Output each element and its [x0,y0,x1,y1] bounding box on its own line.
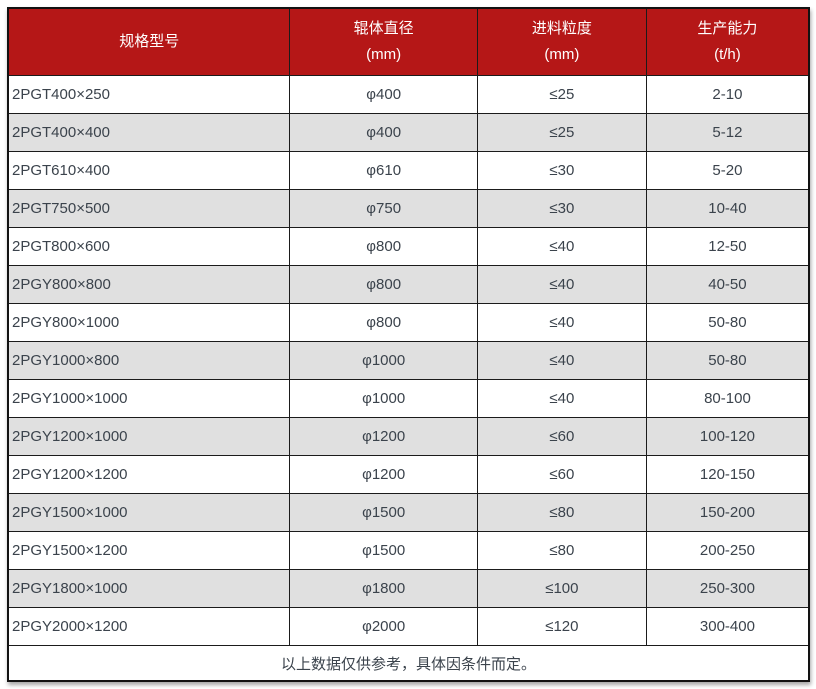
model-cell: 2PGY800×1000 [7,303,291,342]
capacity-cell: 120-150 [645,455,810,494]
column-header-feed-size-label: 进料粒度 [531,20,592,37]
feed-size-cell: ≤120 [476,607,647,646]
roller-diameter-cell: φ1000 [289,379,478,418]
spec-table: 规格型号 辊体直径 (mm) 进料粒度 (mm) 生产能力 (t/h) 2PGT… [7,7,810,682]
feed-size-cell: ≤40 [476,227,647,266]
capacity-cell: 12-50 [645,227,810,266]
model-cell: 2PGY800×800 [7,265,291,304]
column-header-roller-diameter: 辊体直径 (mm) [289,7,478,76]
capacity-cell: 50-80 [645,303,810,342]
table-row: 2PGT610×400 φ610 ≤30 5-20 [7,151,810,190]
spec-table-foot: 以上数据仅供参考，具体因条件而定。 [7,645,810,682]
spec-table-body: 2PGT400×250 φ400 ≤25 2-10 2PGT400×400 φ400 ≤25… [7,75,810,646]
model-cell: 2PGY1200×1000 [7,417,291,456]
capacity-cell: 5-12 [645,113,810,152]
capacity-cell: 250-300 [645,569,810,608]
roller-diameter-cell: φ1500 [289,493,478,532]
feed-size-cell: ≤40 [476,265,647,304]
column-header-roller-diameter-label: 辊体直径 [353,20,414,37]
column-header-capacity-label: 生产能力 [697,20,758,37]
capacity-cell: 300-400 [645,607,810,646]
feed-size-cell: ≤30 [476,189,647,228]
column-header-model-label: 规格型号 [119,33,180,50]
roller-diameter-cell: φ400 [289,113,478,152]
model-cell: 2PGT800×600 [7,227,291,266]
feed-size-cell: ≤60 [476,455,647,494]
model-cell: 2PGT400×250 [7,75,291,114]
capacity-cell: 40-50 [645,265,810,304]
table-row: 2PGY800×1000 φ800 ≤40 50-80 [7,303,810,342]
table-row: 2PGT750×500 φ750 ≤30 10-40 [7,189,810,228]
model-cell: 2PGT400×400 [7,113,291,152]
table-row: 2PGY1000×1000 φ1000 ≤40 80-100 [7,379,810,418]
roller-diameter-cell: φ800 [289,227,478,266]
capacity-cell: 200-250 [645,531,810,570]
roller-diameter-cell: φ610 [289,151,478,190]
roller-diameter-cell: φ400 [289,75,478,114]
feed-size-cell: ≤25 [476,75,647,114]
roller-diameter-cell: φ1000 [289,341,478,380]
table-row: 2PGY1200×1000 φ1200 ≤60 100-120 [7,417,810,456]
table-row: 2PGY1500×1200 φ1500 ≤80 200-250 [7,531,810,570]
roller-diameter-cell: φ1800 [289,569,478,608]
footer-note: 以上数据仅供参考，具体因条件而定。 [7,645,810,682]
capacity-cell: 10-40 [645,189,810,228]
model-cell: 2PGY1500×1200 [7,531,291,570]
column-header-feed-size: 进料粒度 (mm) [476,7,647,76]
column-header-roller-diameter-unit: (mm) [366,46,402,63]
model-cell: 2PGY1200×1200 [7,455,291,494]
roller-diameter-cell: φ750 [289,189,478,228]
feed-size-cell: ≤40 [476,341,647,380]
footer-row: 以上数据仅供参考，具体因条件而定。 [7,645,810,682]
capacity-cell: 2-10 [645,75,810,114]
roller-diameter-cell: φ1500 [289,531,478,570]
capacity-cell: 150-200 [645,493,810,532]
model-cell: 2PGT610×400 [7,151,291,190]
feed-size-cell: ≤40 [476,379,647,418]
roller-diameter-cell: φ1200 [289,455,478,494]
feed-size-cell: ≤80 [476,531,647,570]
column-header-feed-size-unit: (mm) [544,46,580,63]
capacity-cell: 50-80 [645,341,810,380]
feed-size-cell: ≤25 [476,113,647,152]
capacity-cell: 5-20 [645,151,810,190]
table-row: 2PGT800×600 φ800 ≤40 12-50 [7,227,810,266]
header-row: 规格型号 辊体直径 (mm) 进料粒度 (mm) 生产能力 (t/h) [7,7,810,76]
column-header-capacity-unit: (t/h) [714,46,741,63]
roller-diameter-cell: φ2000 [289,607,478,646]
model-cell: 2PGT750×500 [7,189,291,228]
table-row: 2PGT400×400 φ400 ≤25 5-12 [7,113,810,152]
feed-size-cell: ≤100 [476,569,647,608]
table-row: 2PGY1000×800 φ1000 ≤40 50-80 [7,341,810,380]
table-row: 2PGY800×800 φ800 ≤40 40-50 [7,265,810,304]
model-cell: 2PGY1000×800 [7,341,291,380]
table-row: 2PGY1200×1200 φ1200 ≤60 120-150 [7,455,810,494]
model-cell: 2PGY1800×1000 [7,569,291,608]
model-cell: 2PGY1500×1000 [7,493,291,532]
feed-size-cell: ≤60 [476,417,647,456]
table-row: 2PGY2000×1200 φ2000 ≤120 300-400 [7,607,810,646]
feed-size-cell: ≤80 [476,493,647,532]
feed-size-cell: ≤30 [476,151,647,190]
roller-diameter-cell: φ1200 [289,417,478,456]
roller-diameter-cell: φ800 [289,303,478,342]
table-row: 2PGT400×250 φ400 ≤25 2-10 [7,75,810,114]
spec-table-head: 规格型号 辊体直径 (mm) 进料粒度 (mm) 生产能力 (t/h) [7,7,810,76]
feed-size-cell: ≤40 [476,303,647,342]
spec-table-container: 规格型号 辊体直径 (mm) 进料粒度 (mm) 生产能力 (t/h) 2PGT… [7,7,810,682]
column-header-capacity: 生产能力 (t/h) [645,7,810,76]
capacity-cell: 100-120 [645,417,810,456]
model-cell: 2PGY2000×1200 [7,607,291,646]
capacity-cell: 80-100 [645,379,810,418]
table-row: 2PGY1500×1000 φ1500 ≤80 150-200 [7,493,810,532]
table-row: 2PGY1800×1000 φ1800 ≤100 250-300 [7,569,810,608]
roller-diameter-cell: φ800 [289,265,478,304]
column-header-model: 规格型号 [7,7,291,76]
model-cell: 2PGY1000×1000 [7,379,291,418]
